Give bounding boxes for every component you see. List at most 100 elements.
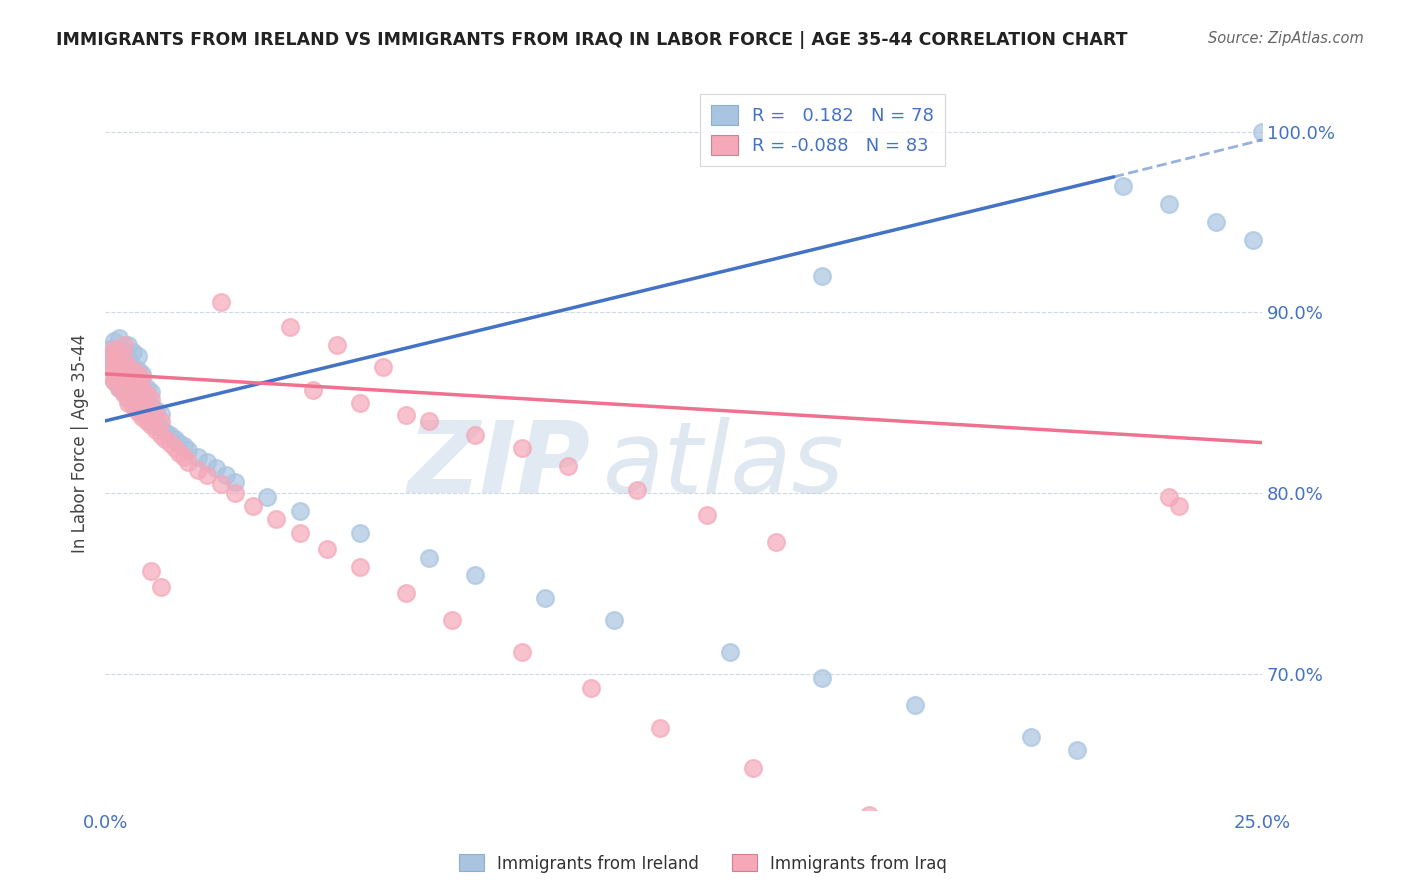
Point	[141, 417, 163, 432]
Point	[127, 405, 149, 419]
Point	[98, 356, 121, 370]
Point	[127, 349, 149, 363]
Point	[117, 372, 139, 386]
Point	[1112, 178, 1135, 193]
Point	[112, 374, 135, 388]
Text: ZIP: ZIP	[408, 417, 591, 514]
Point	[122, 377, 145, 392]
Point	[122, 345, 145, 359]
Point	[395, 409, 418, 423]
Point	[266, 511, 288, 525]
Point	[127, 381, 149, 395]
Point	[696, 508, 718, 522]
Point	[302, 383, 325, 397]
Point	[209, 477, 232, 491]
Point	[349, 525, 371, 540]
Point	[108, 331, 131, 345]
Point	[557, 459, 579, 474]
Point	[131, 410, 153, 425]
Point	[122, 374, 145, 388]
Point	[141, 564, 163, 578]
Point	[149, 407, 172, 421]
Point	[155, 425, 177, 439]
Point	[1159, 490, 1181, 504]
Point	[122, 400, 145, 414]
Point	[103, 342, 125, 356]
Point	[811, 671, 834, 685]
Point	[579, 681, 602, 696]
Point	[145, 423, 167, 437]
Point	[224, 475, 246, 490]
Text: atlas: atlas	[603, 417, 844, 514]
Point	[127, 400, 149, 414]
Point	[603, 613, 626, 627]
Point	[122, 388, 145, 402]
Point	[127, 388, 149, 402]
Point	[112, 338, 135, 352]
Point	[173, 450, 195, 464]
Point	[1205, 215, 1227, 229]
Point	[288, 525, 311, 540]
Point	[650, 721, 672, 735]
Point	[103, 334, 125, 349]
Point	[112, 384, 135, 399]
Point	[145, 417, 167, 432]
Point	[510, 441, 533, 455]
Point	[108, 345, 131, 359]
Point	[108, 352, 131, 367]
Point	[858, 808, 880, 822]
Point	[103, 356, 125, 370]
Point	[122, 359, 145, 374]
Point	[131, 405, 153, 419]
Point	[135, 386, 157, 401]
Point	[112, 359, 135, 374]
Y-axis label: In Labor Force | Age 35-44: In Labor Force | Age 35-44	[72, 334, 89, 553]
Point	[167, 435, 190, 450]
Point	[145, 403, 167, 417]
Point	[108, 381, 131, 395]
Legend: R =   0.182   N = 78, R = -0.088   N = 83: R = 0.182 N = 78, R = -0.088 N = 83	[700, 94, 945, 166]
Legend: Immigrants from Ireland, Immigrants from Iraq: Immigrants from Ireland, Immigrants from…	[451, 847, 955, 880]
Point	[131, 381, 153, 395]
Point	[117, 338, 139, 352]
Point	[811, 269, 834, 284]
Point	[242, 499, 264, 513]
Point	[127, 392, 149, 407]
Point	[122, 386, 145, 401]
Point	[122, 396, 145, 410]
Point	[209, 294, 232, 309]
Point	[98, 359, 121, 374]
Point	[112, 374, 135, 388]
Point	[464, 428, 486, 442]
Point	[195, 455, 218, 469]
Point	[1251, 125, 1274, 139]
Point	[187, 463, 209, 477]
Point	[145, 409, 167, 423]
Point	[371, 359, 394, 374]
Point	[135, 409, 157, 423]
Point	[278, 319, 301, 334]
Point	[141, 384, 163, 399]
Point	[765, 535, 787, 549]
Point	[173, 439, 195, 453]
Point	[626, 483, 648, 497]
Point	[112, 351, 135, 365]
Point	[98, 368, 121, 383]
Point	[950, 847, 973, 862]
Point	[205, 461, 228, 475]
Point	[103, 352, 125, 367]
Point	[112, 386, 135, 401]
Point	[108, 363, 131, 377]
Point	[418, 551, 440, 566]
Point	[127, 377, 149, 392]
Point	[256, 490, 278, 504]
Point	[108, 381, 131, 395]
Point	[131, 367, 153, 381]
Point	[98, 342, 121, 356]
Point	[349, 396, 371, 410]
Point	[464, 567, 486, 582]
Point	[135, 396, 157, 410]
Point	[510, 645, 533, 659]
Point	[325, 338, 347, 352]
Point	[316, 542, 339, 557]
